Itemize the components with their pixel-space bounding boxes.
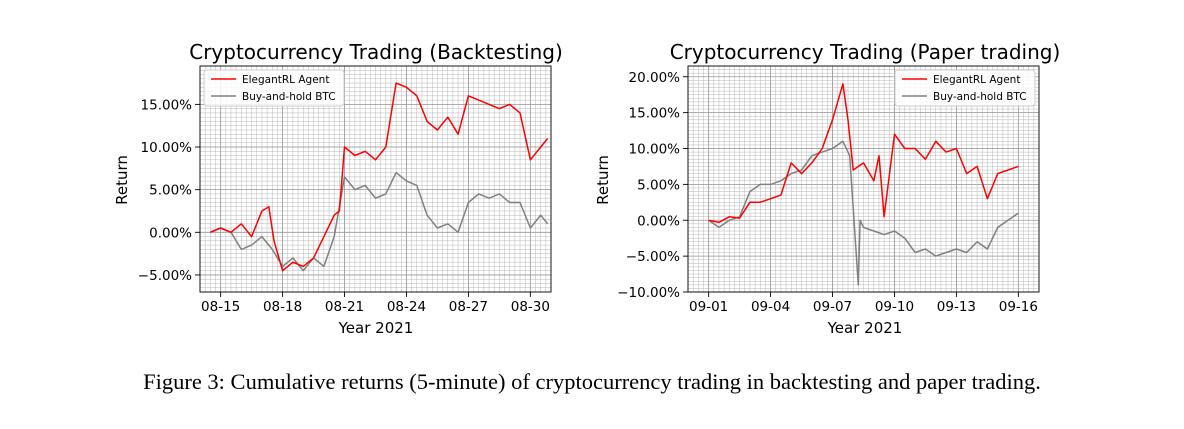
x-tick-label: 09-07 <box>813 299 852 315</box>
y-axis-label: Return <box>594 155 612 205</box>
x-tick-label: 08-24 <box>387 299 426 315</box>
series-line-agent <box>708 83 1019 224</box>
y-tick-label: 10.00% <box>629 142 681 158</box>
x-axis-label: Year 2021 <box>338 319 414 337</box>
y-tick-label: 5.00% <box>637 177 680 193</box>
x-axis-label: Year 2021 <box>827 319 903 337</box>
x-tick-label: 09-01 <box>689 299 728 315</box>
y-tick-label: 10.00% <box>141 140 193 156</box>
x-tick-label: 09-13 <box>937 299 976 315</box>
y-tick-label: 15.00% <box>141 97 193 113</box>
legend-label-agent: ElegantRL Agent <box>242 74 329 86</box>
legend-box <box>894 69 1036 107</box>
legend-label-btc: Buy-and-hold BTC <box>933 91 1027 103</box>
y-tick-label: 5.00% <box>149 183 192 199</box>
y-tick-label: −10.00% <box>617 285 680 301</box>
series-line-btc <box>708 140 1019 286</box>
plot-frame <box>199 65 552 293</box>
y-tick-label: 0.00% <box>149 225 192 241</box>
legend-box <box>203 69 345 107</box>
y-tick-label: −5.00% <box>138 268 192 284</box>
legend-label-agent: ElegantRL Agent <box>933 74 1020 86</box>
y-tick-label: 0.00% <box>637 213 680 229</box>
figure-caption: Figure 3: Cumulative returns (5-minute) … <box>143 369 1041 394</box>
x-tick-label: 08-21 <box>325 299 364 315</box>
x-tick-label: 08-30 <box>511 299 550 315</box>
legend: ElegantRL Agent Buy-and-hold BTC <box>894 69 1036 107</box>
y-tick-label: −5.00% <box>626 249 680 265</box>
x-tick-label: 09-16 <box>999 299 1038 315</box>
series-line-agent <box>210 82 549 272</box>
chart-title: Cryptocurrency Trading (Paper trading) <box>670 40 1061 64</box>
chart-backtesting: Cryptocurrency Trading (Backtesting) Yea… <box>113 40 563 337</box>
x-tick-label: 09-10 <box>875 299 914 315</box>
x-tick-label: 08-15 <box>201 299 240 315</box>
y-axis-label: Return <box>113 155 131 205</box>
legend-label-btc: Buy-and-hold BTC <box>242 91 336 103</box>
y-tick-label: 15.00% <box>629 106 681 122</box>
chart-title: Cryptocurrency Trading (Backtesting) <box>189 40 563 64</box>
legend: ElegantRL Agent Buy-and-hold BTC <box>203 69 345 107</box>
x-tick-label: 08-27 <box>449 299 488 315</box>
y-tick-label: 20.00% <box>629 70 681 86</box>
series-line-btc <box>210 171 549 272</box>
plot-frame <box>687 65 1040 293</box>
figure-canvas: Cryptocurrency Trading (Backtesting) Yea… <box>113 40 1060 337</box>
chart-paper-trading: Cryptocurrency Trading (Paper trading) Y… <box>594 40 1060 337</box>
x-tick-label: 09-04 <box>751 299 790 315</box>
x-tick-label: 08-18 <box>263 299 302 315</box>
